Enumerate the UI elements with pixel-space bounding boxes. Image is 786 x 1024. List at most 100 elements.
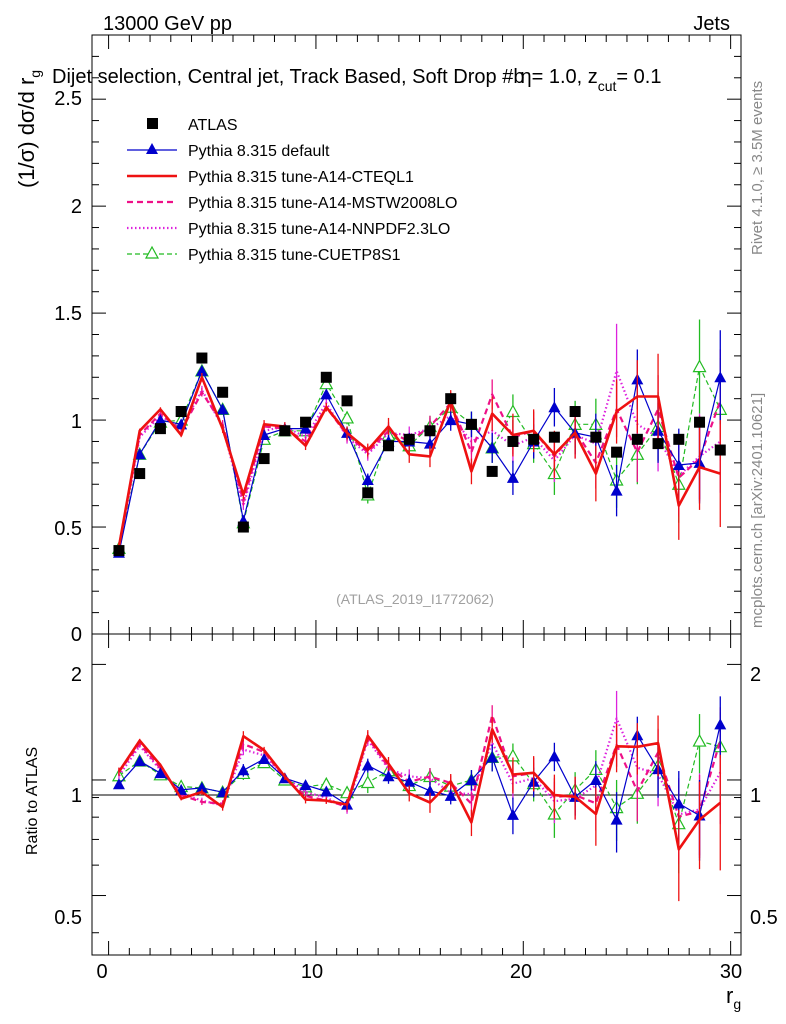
mc-marker [548,401,561,413]
atlas-data-point [465,418,477,430]
x-tick-label: 0 [96,961,107,983]
ratio-line [118,714,722,818]
atlas-data-point [673,433,685,445]
x-tick-label: 20 [510,961,532,983]
atlas-data-point [320,371,332,383]
legend-entry-mstw-label: Pythia 8.315 tune-A14-MSTW2008LO [188,195,457,212]
analysis-watermark: (ATLAS_2019_I1772062) [336,591,494,607]
mc-marker [320,388,333,400]
energy-label: 13000 GeV pp [103,13,232,35]
atlas-data-point [486,465,498,477]
legend-entry-data-marker [147,118,158,129]
ratio-marker [403,775,416,787]
mc-line [118,370,721,553]
x-axis-title-sub: g [733,996,741,1012]
ratio-y-tick-label: 0.5 [54,907,82,929]
ratio-series [118,705,722,864]
atlas-data-point [424,425,436,437]
mc-marker [714,371,727,383]
x-axis-title: rg [726,983,741,1012]
ratio-series-layer [111,690,728,902]
mc-series [117,353,721,549]
atlas-data-point [569,406,581,418]
ratio-marker [610,813,623,825]
ratio-line [118,724,721,821]
rivet-side-label: Rivet 4.1.0, ≥ 3.5M events [749,81,766,255]
plot-title-main: Dijet selection, Central jet, Track Base… [52,66,524,88]
mc-marker [216,403,229,415]
ratio-marker [672,797,685,809]
ratio-marker [589,773,602,785]
ratio-marker [382,770,395,782]
ratio-y-tick-label-right: 1 [750,785,761,807]
top-y-tick-labels: 0.5 1 1.5 2 2.5 0 [54,88,82,646]
mc-line [118,366,721,549]
atlas-data-point [694,416,706,428]
ratio-marker [299,779,312,791]
ratio-marker [548,750,561,762]
atlas-data-point [341,395,353,407]
mc-marker [299,422,312,434]
mc-marker [486,441,499,453]
x-tick-label: 10 [301,961,323,983]
ratio-marker [692,733,707,747]
ratio-y-tick-labels: 0.5 1 2 0.5 1 2 [54,664,778,929]
ratio-marker [714,718,727,730]
ratio-marker [361,759,374,771]
atlas-data-point [113,545,125,557]
ratio-marker [423,784,436,796]
ratio-marker [320,785,333,797]
atlas-data-point [258,453,270,465]
ratio-y-axis-title: Ratio to ATLAS [24,747,41,855]
mc-marker [610,484,623,496]
mc-marker [154,414,167,426]
atlas-data-point [383,440,395,452]
series-layer [111,319,728,558]
legend-entry-data-label: ATLAS [188,117,238,134]
process-label: Jets [693,13,730,35]
top-y-tick-label-zero: 0 [71,624,82,646]
legend-entry-nnpdf-label: Pythia 8.315 tune-A14-NNPDF2.3LO [188,221,450,238]
atlas-data-point [507,435,519,447]
atlas-data-point [279,425,291,437]
mcplots-side-label: mcplots.cern.ch [arXiv:2401.10621] [749,393,766,628]
atlas-data-series [113,352,726,557]
ratio-marker [506,808,519,820]
atlas-data-point [652,438,664,450]
ratio-y-tick-label: 2 [71,664,82,686]
mc-marker [195,364,208,376]
atlas-data-point [300,416,312,428]
top-y-tick-label: 2 [71,196,82,218]
mc-marker [506,471,519,483]
mc-marker [672,458,685,470]
mc-marker [133,448,146,460]
mc-series [117,349,722,549]
legend-entry-cuetp8s1-label: Pythia 8.315 tune-CUETP8S1 [188,247,401,264]
mc-marker [340,410,355,424]
ratio-marker [444,789,457,801]
ratio-marker [360,775,375,789]
atlas-data-point [631,433,643,445]
mc-marker [692,359,707,373]
ratio-y-tick-label-right: 0.5 [750,907,778,929]
plot-title-rest: = 1.0, z [532,66,598,88]
top-y-axis-title-main: (1/σ) dσ/d r [14,78,39,188]
legend-entry-default-marker [146,143,158,154]
atlas-data-point [217,386,229,398]
atlas-data-point [611,446,623,458]
atlas-data-point [134,468,146,480]
axis-ticks [92,35,741,955]
ratio-marker [465,773,478,785]
atlas-data-point [175,406,187,418]
mc-marker [361,473,374,485]
atlas-data-point [714,444,726,456]
ratio-series [117,715,722,902]
ratio-marker [486,751,499,763]
plot-title-zcut-value: = 0.1 [616,66,661,88]
top-y-axis-title-sub: g [27,70,43,78]
atlas-data-point [403,433,415,445]
legend-entry-cuetp8s1-marker [144,245,160,259]
atlas-data-point [528,433,540,445]
ratio-marker [237,764,250,776]
ratio-marker [112,778,125,790]
